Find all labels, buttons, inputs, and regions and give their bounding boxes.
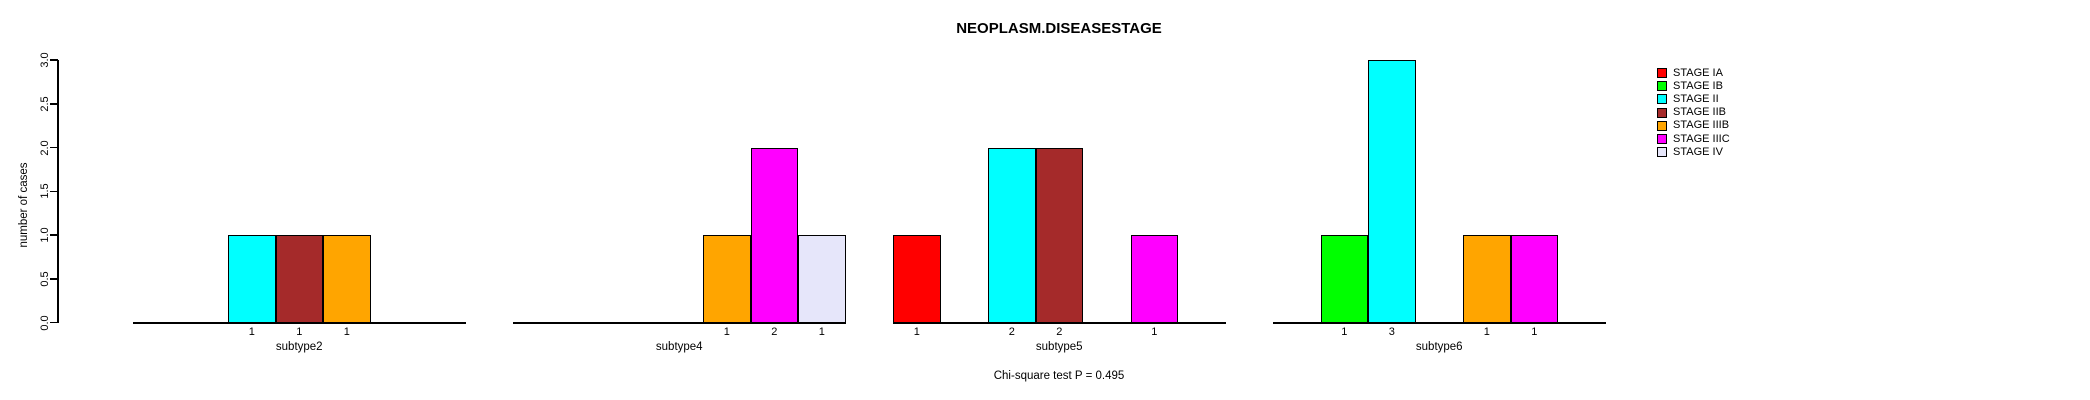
legend-item-label: STAGE IIIC bbox=[1673, 132, 1730, 145]
bar-subtype2-stage-iiib bbox=[323, 235, 371, 323]
x-axis-segment bbox=[133, 322, 466, 324]
legend-swatch-icon bbox=[1657, 94, 1667, 105]
legend-swatch-icon bbox=[1657, 134, 1667, 145]
chart-caption: Chi-square test P = 0.495 bbox=[993, 370, 1125, 382]
legend-item-stage-iiib: STAGE IIIB bbox=[1657, 119, 1797, 132]
legend-item-stage-iib: STAGE IIB bbox=[1657, 106, 1797, 119]
bar-count-label: 2 bbox=[1008, 326, 1015, 338]
legend-swatch-icon bbox=[1657, 147, 1667, 158]
bar-subtype2-stage-ii bbox=[228, 235, 276, 323]
y-tick-label: 3.0 bbox=[39, 52, 51, 68]
bar-subtype2-stage-iib bbox=[275, 235, 323, 323]
bar-count-label: 2 bbox=[771, 326, 778, 338]
y-tick-label: 0.5 bbox=[39, 271, 51, 287]
bar-count-label: 1 bbox=[296, 326, 303, 338]
y-tick-label: 1.5 bbox=[39, 183, 51, 199]
y-tick-mark bbox=[50, 59, 58, 61]
legend-item-label: STAGE IV bbox=[1673, 145, 1723, 158]
bar-subtype4-stage-iiic bbox=[750, 147, 798, 323]
bar-subtype4-stage-iiib bbox=[703, 235, 751, 323]
legend-swatch-icon bbox=[1657, 120, 1667, 131]
legend-item-label: STAGE IA bbox=[1673, 66, 1723, 79]
group-label-subtype4: subtype4 bbox=[655, 341, 703, 353]
group-label-subtype2: subtype2 bbox=[275, 341, 323, 353]
bar-count-label: 1 bbox=[1483, 326, 1490, 338]
bar-count-label: 1 bbox=[343, 326, 350, 338]
y-axis-label: number of cases bbox=[18, 162, 30, 248]
chart-title: NEOPLASM.DISEASESTAGE bbox=[956, 20, 1162, 37]
group-label-subtype5: subtype5 bbox=[1035, 341, 1083, 353]
bar-count-label: 1 bbox=[248, 326, 255, 338]
y-tick-mark bbox=[50, 321, 58, 324]
y-tick-mark bbox=[50, 190, 58, 192]
bar-subtype6-stage-ib bbox=[1320, 235, 1368, 323]
legend-item-stage-iv: STAGE IV bbox=[1657, 146, 1797, 159]
bar-subtype6-stage-iiic bbox=[1510, 235, 1558, 323]
legend-item-stage-ib: STAGE IB bbox=[1657, 80, 1797, 93]
legend-item-stage-iiic: STAGE IIIC bbox=[1657, 133, 1797, 146]
legend-swatch-icon bbox=[1657, 107, 1667, 118]
bar-count-label: 1 bbox=[1531, 326, 1538, 338]
bar-count-label: 1 bbox=[1151, 326, 1158, 338]
bar-subtype4-stage-iv bbox=[798, 235, 846, 323]
y-tick-mark bbox=[50, 146, 58, 149]
legend-item-label: STAGE IB bbox=[1673, 79, 1723, 92]
y-tick-mark bbox=[50, 234, 58, 236]
bar-subtype5-stage-iib bbox=[1035, 147, 1083, 323]
bar-count-label: 1 bbox=[1341, 326, 1348, 338]
legend-swatch-icon bbox=[1657, 81, 1667, 92]
x-axis-segment bbox=[1273, 322, 1606, 324]
bar-subtype5-stage-ii bbox=[988, 147, 1036, 323]
bar-count-label: 2 bbox=[1056, 326, 1063, 338]
x-axis-segment bbox=[893, 322, 1226, 324]
y-tick-label: 1.0 bbox=[39, 227, 51, 243]
y-axis-line bbox=[57, 59, 59, 323]
bar-count-label: 1 bbox=[818, 326, 825, 338]
bar-subtype6-stage-ii bbox=[1368, 60, 1416, 323]
y-tick-label: 2.0 bbox=[39, 139, 51, 156]
bar-subtype5-stage-iiic bbox=[1130, 235, 1178, 323]
legend-item-stage-ia: STAGE IA bbox=[1657, 67, 1797, 80]
group-label-subtype6: subtype6 bbox=[1415, 341, 1463, 353]
legend-swatch-icon bbox=[1657, 68, 1667, 79]
y-tick-mark bbox=[50, 278, 58, 280]
y-tick-label: 0.0 bbox=[39, 314, 51, 331]
bar-count-label: 1 bbox=[913, 326, 920, 338]
legend-item-label: STAGE IIB bbox=[1673, 106, 1726, 119]
bar-count-label: 1 bbox=[723, 326, 730, 338]
bar-count-label: 3 bbox=[1388, 326, 1395, 338]
y-tick-mark bbox=[50, 103, 58, 105]
y-tick-label: 2.5 bbox=[39, 96, 51, 112]
legend-item-stage-ii: STAGE II bbox=[1657, 93, 1797, 106]
legend-item-label: STAGE II bbox=[1673, 92, 1719, 105]
bar-subtype5-stage-ia bbox=[893, 235, 941, 323]
legend-item-label: STAGE IIIB bbox=[1673, 119, 1730, 132]
x-axis-segment bbox=[513, 322, 846, 324]
bar-subtype6-stage-iiib bbox=[1463, 235, 1511, 323]
